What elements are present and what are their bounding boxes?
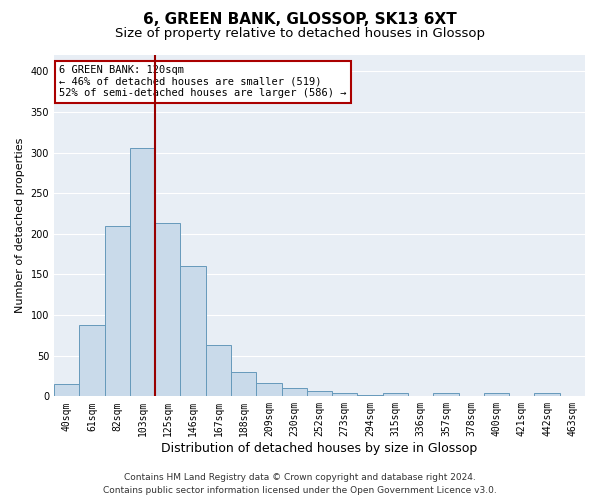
Bar bbox=[358, 394, 383, 396]
Bar bbox=[104, 226, 130, 396]
Bar bbox=[307, 390, 332, 396]
Y-axis label: Number of detached properties: Number of detached properties bbox=[15, 138, 25, 314]
Bar bbox=[155, 223, 181, 396]
Text: 6 GREEN BANK: 120sqm
← 46% of detached houses are smaller (519)
52% of semi-deta: 6 GREEN BANK: 120sqm ← 46% of detached h… bbox=[59, 65, 347, 98]
Text: Contains HM Land Registry data © Crown copyright and database right 2024.
Contai: Contains HM Land Registry data © Crown c… bbox=[103, 473, 497, 495]
Text: 6, GREEN BANK, GLOSSOP, SK13 6XT: 6, GREEN BANK, GLOSSOP, SK13 6XT bbox=[143, 12, 457, 28]
Bar bbox=[281, 388, 307, 396]
Bar bbox=[206, 345, 231, 397]
Bar bbox=[79, 325, 104, 396]
X-axis label: Distribution of detached houses by size in Glossop: Distribution of detached houses by size … bbox=[161, 442, 478, 455]
Bar bbox=[130, 148, 155, 396]
Text: Size of property relative to detached houses in Glossop: Size of property relative to detached ho… bbox=[115, 28, 485, 40]
Bar bbox=[231, 372, 256, 396]
Bar bbox=[535, 393, 560, 396]
Bar bbox=[332, 393, 358, 396]
Bar bbox=[256, 384, 281, 396]
Bar bbox=[383, 393, 408, 396]
Bar bbox=[433, 393, 458, 396]
Bar bbox=[54, 384, 79, 396]
Bar bbox=[181, 266, 206, 396]
Bar bbox=[484, 393, 509, 396]
